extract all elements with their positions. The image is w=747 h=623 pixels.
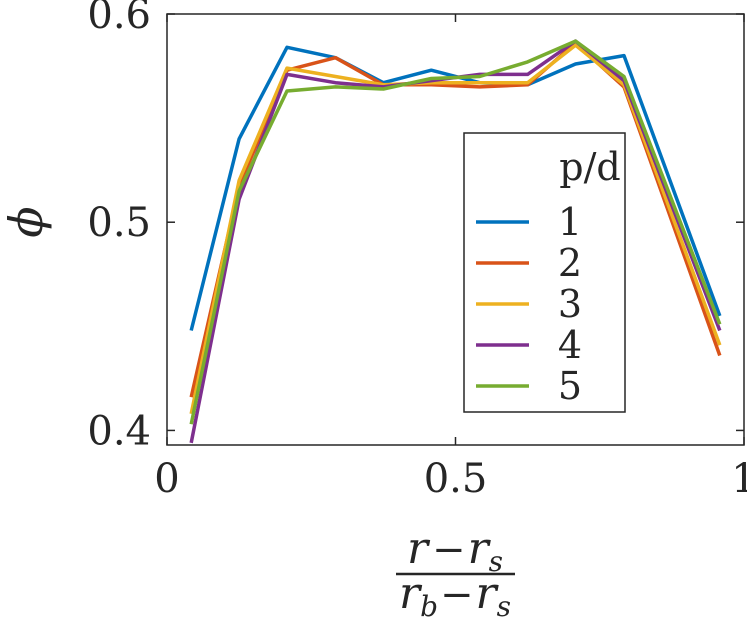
series-line-5 <box>189 39 722 425</box>
axis-ticks <box>166 13 745 445</box>
series-line-1 <box>189 45 722 331</box>
y-tick-label: 0.5 <box>87 200 151 246</box>
legend-label-2: 2 <box>558 241 582 285</box>
legend-box <box>463 132 626 413</box>
legend-label-5: 5 <box>558 364 582 408</box>
x-tick-label: 0.5 <box>424 456 488 502</box>
x-axis-label: r −rs rb−rs <box>396 523 515 623</box>
legend-label-1: 1 <box>558 200 582 244</box>
x-tick-label: 0 <box>154 456 179 502</box>
x-label-numerator: r −rs <box>407 523 503 578</box>
y-tick-label: 0.6 <box>87 0 151 38</box>
x-tick-label: 1 <box>731 456 747 502</box>
series-lines <box>189 39 722 444</box>
series-line-3 <box>189 43 722 415</box>
x-label-denominator: rb−rs <box>399 568 511 623</box>
y-axis-label: ϕ <box>0 206 53 237</box>
legend-label-3: 3 <box>558 282 582 326</box>
legend-label-4: 4 <box>558 323 582 367</box>
tick-labels: 0 0.5 1 0.4 0.5 0.6 <box>87 0 747 502</box>
legend-title: p/d <box>559 145 620 189</box>
y-tick-label: 0.4 <box>87 408 151 454</box>
